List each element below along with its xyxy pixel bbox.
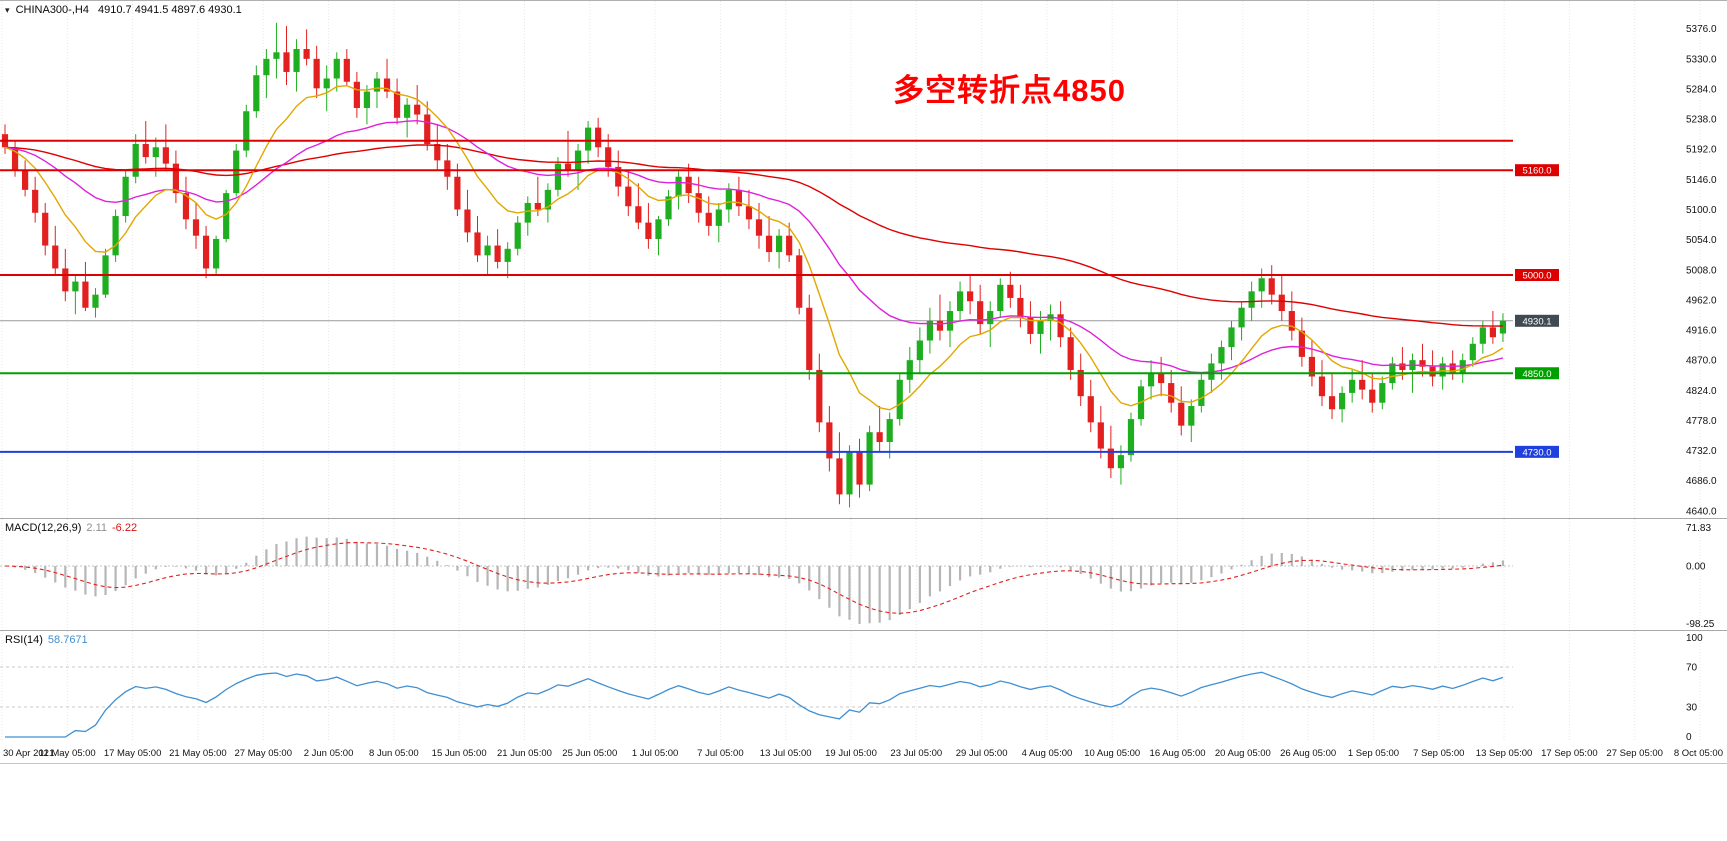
price-tag [1515, 367, 1559, 380]
time-label: 29 Jul 05:00 [956, 748, 1008, 759]
time-label: 23 Jul 05:00 [890, 748, 942, 759]
macd-main-value: 2.11 [86, 522, 108, 534]
time-label: 21 May 05:00 [169, 748, 227, 759]
time-label: 11 May 05:00 [39, 748, 96, 759]
svg-text:5330.0: 5330.0 [1686, 54, 1717, 65]
medium-ma-line [4, 119, 1504, 374]
rsi-axis-label: 100 [1686, 633, 1703, 644]
rsi-axis-label: 70 [1686, 663, 1698, 674]
macd-axis-label: 0.00 [1686, 562, 1706, 573]
rsi-line [5, 671, 1504, 738]
rsi-value: 58.7671 [47, 634, 88, 646]
price-chart[interactable]: 5376.0 5330.0 5284.0 5238.0 5192.0 5146.0 5100… [0, 1, 1727, 518]
time-label: 30 Apr 2021 [3, 748, 54, 759]
symbol-info: ▾ CHINA300-,H4 4910.7 4941.5 4897.6 4930… [5, 4, 242, 16]
time-label: 21 Jun 05:00 [497, 748, 552, 759]
ohlc-values: 4910.7 4941.5 4897.6 4930.1 [98, 4, 242, 16]
time-axis[interactable]: 30 Apr 2021 11 May 05:00 17 May 05:00 21 Ma… [0, 742, 1727, 764]
svg-text:4916.0: 4916.0 [1686, 326, 1717, 337]
symbol-title: CHINA300-,H4 [15, 4, 89, 16]
svg-text:4686.0: 4686.0 [1686, 476, 1717, 487]
price-axis-labels: 5376.0 5330.0 5284.0 5238.0 5192.0 5146.0 5100… [1686, 24, 1717, 517]
macd-axis-label: 71.83 [1686, 523, 1711, 534]
time-label: 27 May 05:00 [234, 748, 292, 759]
svg-text:4930.1: 4930.1 [1522, 316, 1551, 327]
svg-text:5100.0: 5100.0 [1686, 205, 1717, 216]
svg-text:5192.0: 5192.0 [1686, 145, 1717, 156]
time-label: 20 Aug 05:00 [1215, 748, 1271, 759]
rsi-panel: 100 70 30 0 RSI(14) 58.7671 [0, 630, 1727, 742]
time-label: 13 Jul 05:00 [760, 748, 812, 759]
time-label: 15 Jun 05:00 [432, 748, 487, 759]
symbol-marker-icon: ▾ [5, 5, 10, 15]
macd-axis-label: -98.25 [1686, 619, 1715, 630]
time-label: 2 Jun 05:00 [304, 748, 354, 759]
time-label: 16 Aug 05:00 [1150, 748, 1206, 759]
svg-text:4962.0: 4962.0 [1686, 295, 1717, 306]
grid [1, 1, 1701, 518]
macd-histogram [13, 536, 1505, 624]
time-label: 27 Sep 05:00 [1606, 748, 1663, 759]
current-price-tag [1515, 314, 1559, 327]
macd-signal-value: -6.22 [112, 522, 138, 534]
svg-text:5008.0: 5008.0 [1686, 265, 1717, 276]
rsi-axis-label: 30 [1686, 703, 1698, 714]
svg-text:5054.0: 5054.0 [1686, 235, 1717, 246]
time-label: 17 Sep 05:00 [1541, 748, 1598, 759]
svg-text:4870.0: 4870.0 [1686, 356, 1717, 367]
rsi-title: RSI(14) [5, 634, 43, 646]
candles [1, 22, 1507, 508]
annotation-text[interactable]: 多空转折点4850 [893, 73, 1126, 108]
time-label: 7 Jul 05:00 [697, 748, 743, 759]
price-tag [1515, 445, 1559, 458]
svg-text:5160.0: 5160.0 [1522, 166, 1551, 177]
macd-label: MACD(12,26,9) 2.11 -6.22 [5, 522, 137, 534]
time-label: 8 Oct 05:00 [1674, 748, 1723, 759]
bottom-blank-area [0, 764, 1727, 841]
macd-panel: 71.83 0.00 -98.25 MACD(12,26,9) 2.11 -6.22 [0, 518, 1727, 630]
time-label: 10 Aug 05:00 [1084, 748, 1140, 759]
svg-text:5376.0: 5376.0 [1686, 24, 1717, 35]
svg-text:4732.0: 4732.0 [1686, 446, 1717, 457]
macd-signal-line [4, 542, 1503, 614]
svg-text:5238.0: 5238.0 [1686, 115, 1717, 126]
rsi-chart[interactable]: 100 70 30 0 [0, 631, 1727, 742]
short-ma-line [4, 84, 1504, 411]
time-label: 7 Sep 05:00 [1413, 748, 1464, 759]
time-label: 17 May 05:00 [104, 748, 162, 759]
svg-text:5000.0: 5000.0 [1522, 271, 1551, 282]
svg-text:4778.0: 4778.0 [1686, 416, 1717, 427]
time-label: 19 Jul 05:00 [825, 748, 877, 759]
macd-title: MACD(12,26,9) [5, 522, 82, 534]
time-label: 4 Aug 05:00 [1022, 748, 1073, 759]
time-label: 26 Aug 05:00 [1280, 748, 1336, 759]
svg-text:4730.0: 4730.0 [1522, 447, 1551, 458]
price-tag [1515, 269, 1559, 281]
svg-text:4824.0: 4824.0 [1686, 386, 1717, 397]
rsi-label: RSI(14) 58.7671 [5, 634, 88, 646]
long-ma-line [4, 144, 1503, 327]
time-label: 1 Sep 05:00 [1348, 748, 1399, 759]
price-chart-panel: 5376.0 5330.0 5284.0 5238.0 5192.0 5146.0 5100… [0, 1, 1727, 518]
price-tag [1515, 164, 1559, 177]
svg-text:4850.0: 4850.0 [1522, 369, 1551, 380]
rsi-axis-label: 0 [1686, 732, 1692, 742]
svg-text:4640.0: 4640.0 [1686, 506, 1717, 517]
time-label: 8 Jun 05:00 [369, 748, 419, 759]
svg-text:5146.0: 5146.0 [1686, 175, 1717, 186]
time-label: 1 Jul 05:00 [632, 748, 678, 759]
svg-text:5284.0: 5284.0 [1686, 84, 1717, 95]
time-label: 13 Sep 05:00 [1476, 748, 1533, 759]
macd-chart[interactable]: 71.83 0.00 -98.25 [0, 519, 1727, 630]
time-label: 25 Jun 05:00 [562, 748, 617, 759]
